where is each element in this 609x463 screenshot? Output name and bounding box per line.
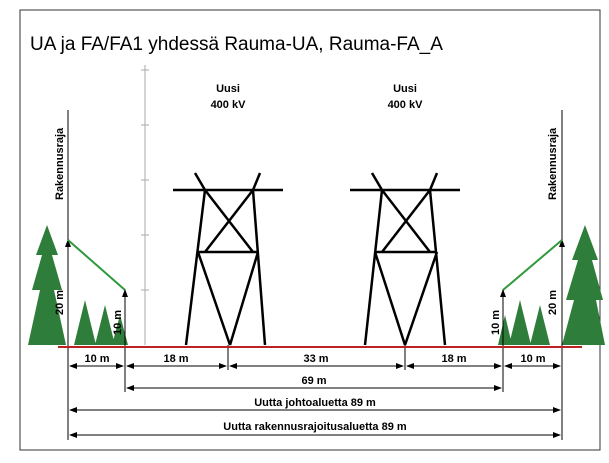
height-label: 20 m: [54, 290, 66, 315]
boundary-label: Rakennusraja: [547, 127, 559, 200]
boundary-label: Rakennusraja: [54, 127, 66, 200]
dimension-label: 33 m: [303, 353, 328, 365]
tower-label: 400 kV: [388, 99, 424, 111]
axis: [141, 65, 149, 345]
dimension-label: 10 m: [520, 353, 545, 365]
tower-label: Uusi: [393, 83, 417, 95]
dimension-lines: [69, 363, 561, 438]
dimension-label: Uutta johtoaluetta 89 m: [254, 397, 376, 409]
frame: [19, 9, 601, 451]
tower: [350, 172, 460, 346]
tower-label: Uusi: [216, 83, 240, 95]
dimension-label: 10 m: [84, 353, 109, 365]
trees: [28, 225, 605, 345]
height-label: 20 m: [547, 290, 559, 315]
title: UA ja FA/FA1 yhdessä Rauma-UA, Rauma-FA_…: [30, 34, 443, 55]
dimension-label: 18 m: [441, 353, 466, 365]
height-label: 10 m: [112, 310, 124, 335]
height-label: 10 m: [490, 310, 502, 335]
tower: [173, 172, 283, 346]
tower-label: 400 kV: [211, 99, 247, 111]
dimension-label: 69 m: [301, 375, 326, 387]
boundary: [65, 110, 565, 440]
dimension-label: 18 m: [163, 353, 188, 365]
dimension-label: Uutta rakennusrajoitusaluetta 89 m: [223, 421, 407, 433]
